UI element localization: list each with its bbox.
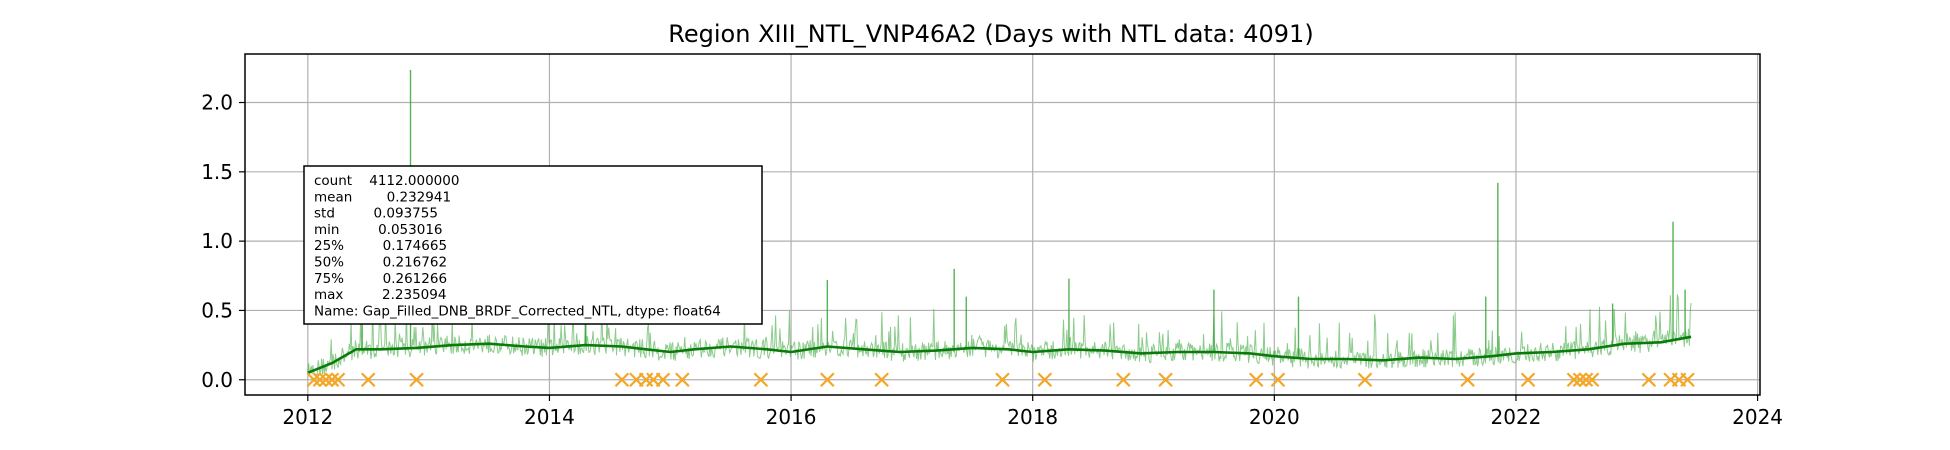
- gap-marker-19: [1158, 372, 1173, 388]
- gap-marker-14: [820, 372, 835, 388]
- gap-marker-stroke-b-11: [655, 372, 671, 388]
- gap-marker-stroke-b-26: [1572, 372, 1588, 388]
- stats-box-frame: [303, 165, 763, 325]
- gap-marker-stroke-b-17: [1037, 372, 1053, 388]
- gap-marker-stroke-b-22: [1357, 372, 1373, 388]
- gap-marker-stroke-b-2: [318, 372, 334, 388]
- stats-line-8: Name: Gap_Filled_DNB_BRDF_Corrected_NTL,…: [314, 303, 721, 319]
- gap-marker-stroke-b-19: [1158, 372, 1173, 388]
- gap-marker-2: [318, 372, 334, 388]
- stats-line-0: count 4112.000000: [314, 173, 459, 189]
- gap-marker-stroke-b-5: [360, 372, 376, 388]
- gap-marker-stroke-b-32: [1680, 372, 1695, 388]
- gap-marker-stroke-b-6: [409, 372, 424, 388]
- x-tick-label-4: 2020: [1249, 405, 1300, 429]
- gap-marker-18: [1116, 372, 1131, 388]
- gap-marker-stroke-b-16: [995, 372, 1010, 388]
- y-tick-label-0: 0.0: [201, 368, 233, 392]
- gap-marker-stroke-b-14: [820, 372, 835, 388]
- gap-marker-1: [312, 372, 328, 388]
- gap-markers: [306, 372, 1695, 388]
- gap-marker-16: [995, 372, 1010, 388]
- gap-marker-6: [409, 372, 424, 388]
- gap-marker-26: [1572, 372, 1588, 388]
- gap-marker-stroke-b-3: [324, 372, 340, 388]
- gap-marker-15: [874, 372, 889, 388]
- gap-marker-stroke-b-24: [1520, 372, 1536, 388]
- gap-marker-3: [324, 372, 340, 388]
- gap-marker-0: [306, 372, 322, 388]
- gap-marker-stroke-b-29: [1641, 372, 1657, 388]
- x-axis: 2012 2014 2016 2018 2020 2022 2024: [282, 395, 1783, 429]
- gap-marker-29: [1641, 372, 1657, 388]
- x-tick-label-6: 2024: [1732, 405, 1783, 429]
- gap-marker-stroke-b-28: [1584, 372, 1600, 388]
- y-tick-label-3: 1.5: [201, 160, 233, 184]
- gap-marker-stroke-b-0: [306, 372, 322, 388]
- stats-line-2: std 0.093755: [314, 206, 438, 222]
- stats-line-6: 75% 0.261266: [314, 271, 447, 287]
- gap-marker-7: [614, 372, 630, 388]
- x-tick-label-0: 2012: [282, 405, 333, 429]
- gap-marker-stroke-b-4: [330, 372, 346, 388]
- gap-marker-stroke-b-27: [1578, 372, 1594, 388]
- gap-marker-stroke-b-12: [675, 372, 690, 388]
- stats-line-3: min 0.053016: [314, 222, 443, 238]
- gap-marker-stroke-b-13: [753, 372, 769, 388]
- y-tick-label-2: 1.0: [201, 229, 233, 253]
- stats-line-1: mean 0.232941: [314, 189, 451, 205]
- gap-marker-5: [360, 372, 376, 388]
- gap-marker-32: [1680, 372, 1695, 388]
- gap-marker-4: [330, 372, 346, 388]
- x-tick-label-1: 2014: [524, 405, 575, 429]
- x-tick-label-5: 2022: [1491, 405, 1542, 429]
- gap-marker-stroke-b-18: [1116, 372, 1131, 388]
- gap-marker-21: [1270, 372, 1286, 388]
- gap-marker-20: [1248, 372, 1264, 388]
- plot-frame: [244, 53, 1761, 396]
- y-axis: 0.0 0.5 1.0 1.5 2.0: [201, 91, 245, 392]
- stats-line-4: 25% 0.174665: [314, 238, 447, 254]
- gap-marker-stroke-b-23: [1460, 372, 1475, 388]
- gap-marker-28: [1584, 372, 1600, 388]
- stats-line-5: 50% 0.216762: [314, 255, 447, 271]
- gap-marker-22: [1357, 372, 1373, 388]
- gap-marker-23: [1460, 372, 1475, 388]
- gap-marker-stroke-b-15: [874, 372, 889, 388]
- gap-marker-24: [1520, 372, 1536, 388]
- gap-marker-25: [1566, 372, 1582, 388]
- gap-marker-stroke-b-25: [1566, 372, 1582, 388]
- gap-marker-12: [675, 372, 690, 388]
- chart-title: Region XIII_NTL_VNP46A2 (Days with NTL d…: [668, 20, 1313, 48]
- y-tick-label-1: 0.5: [201, 298, 233, 322]
- gap-marker-stroke-b-1: [312, 372, 328, 388]
- stats-line-7: max 2.235094: [314, 287, 446, 303]
- smoothed-trend-line: [307, 335, 1692, 375]
- gap-marker-11: [655, 372, 671, 388]
- gap-marker-stroke-b-21: [1270, 372, 1286, 388]
- x-tick-label-3: 2018: [1007, 405, 1058, 429]
- gap-marker-13: [753, 372, 769, 388]
- gap-marker-stroke-b-7: [614, 372, 630, 388]
- x-tick-label-2: 2016: [766, 405, 817, 429]
- gap-marker-stroke-b-20: [1248, 372, 1264, 388]
- y-tick-label-4: 2.0: [201, 91, 233, 115]
- gap-marker-27: [1578, 372, 1594, 388]
- gap-marker-17: [1037, 372, 1053, 388]
